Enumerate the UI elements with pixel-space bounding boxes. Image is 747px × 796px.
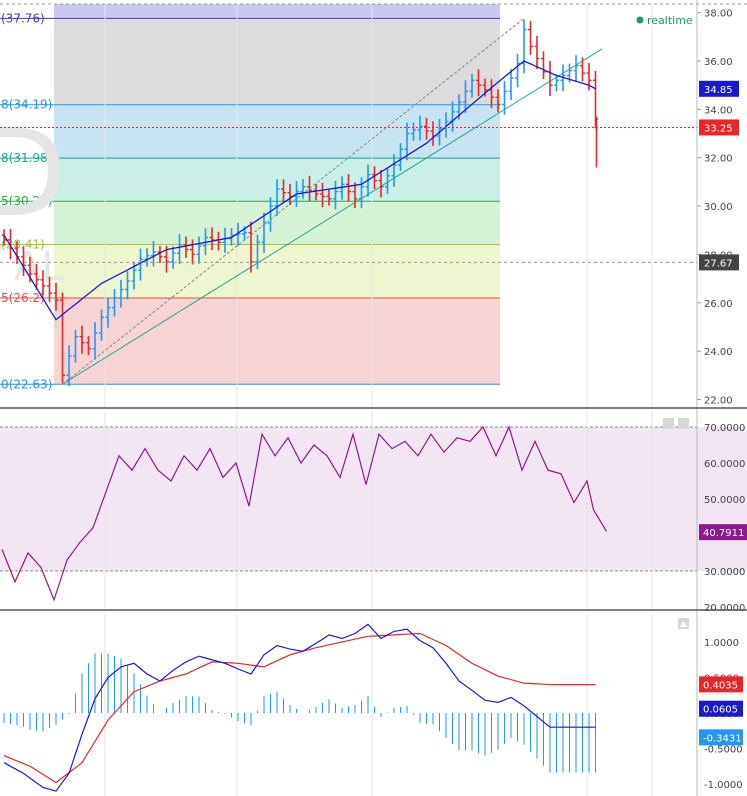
fib-top-band xyxy=(54,4,500,19)
macd-badge-value: 0.4035 xyxy=(703,680,738,691)
fib-level-label: 5(30.20) xyxy=(1,194,52,208)
fib-level-label: 0(22.63) xyxy=(1,377,52,391)
macd-line xyxy=(3,623,596,792)
price-axis-label: 26.00 xyxy=(704,299,733,310)
fib-zone xyxy=(54,244,500,298)
watermark-text: AL xyxy=(14,244,64,290)
price-axis-label: 32.00 xyxy=(704,154,733,165)
price-badge-value: 27.67 xyxy=(704,258,733,269)
rsi-axis-label: 60.0000 xyxy=(704,459,745,470)
fib-zone xyxy=(54,104,500,159)
fib-level-label: 5(26.2) xyxy=(1,291,45,305)
rsi-axis-label: 50.0000 xyxy=(704,495,745,506)
realtime-dot-icon xyxy=(636,16,644,24)
macd-badge xyxy=(699,729,743,746)
fib-level-label: 8(34.19) xyxy=(1,98,52,112)
macd-badge-value: 0.0605 xyxy=(703,705,738,716)
watermark-text: D xyxy=(0,105,67,244)
macd-collapse-arrow-icon xyxy=(680,621,687,627)
price-axis-label: 34.00 xyxy=(704,105,733,116)
price-badge-value: 34.85 xyxy=(704,85,733,96)
macd-axis-label: -1.0000 xyxy=(704,780,743,791)
rsi-axis-label: 30.0000 xyxy=(704,567,745,578)
price-axis-label: 38.00 xyxy=(704,9,733,20)
rsi-band xyxy=(0,427,747,571)
rsi-panel xyxy=(0,410,747,610)
macd-background xyxy=(0,612,747,796)
fib-level-label: 8(31.98) xyxy=(1,151,52,165)
macd-axis-label: 1.0000 xyxy=(704,638,739,649)
macd-badge-value: -0.3431 xyxy=(703,733,742,744)
macd-badge xyxy=(699,700,743,717)
fib-zone xyxy=(54,297,500,385)
price-panel: (37.76)8(34.19)8(31.98)5(30.20)(28.41)5(… xyxy=(0,3,747,796)
realtime-indicator[interactable]: realtime xyxy=(636,14,693,27)
price-badge xyxy=(699,119,739,136)
rsi-axis-label: 20.0000 xyxy=(704,603,745,614)
fib-zone xyxy=(54,18,500,105)
rsi-badge xyxy=(699,524,747,541)
macd-badge xyxy=(699,676,743,693)
macd-signal-line xyxy=(3,632,596,784)
price-badge xyxy=(699,80,739,97)
macd-panel-controls[interactable] xyxy=(678,618,689,629)
rsi-axis-label: 70.0000 xyxy=(704,423,745,434)
rsi-collapse-icon[interactable] xyxy=(663,418,674,429)
price-axis-label: 30.00 xyxy=(704,202,733,213)
fib-diagonal-dashed xyxy=(62,18,525,385)
rsi-close-icon[interactable] xyxy=(678,418,689,429)
price-badge-value: 33.25 xyxy=(704,123,733,134)
macd-axis-label: -0.5000 xyxy=(704,745,743,756)
price-badge xyxy=(699,254,739,271)
fib-level-label: (37.76) xyxy=(1,11,45,25)
realtime-label: realtime xyxy=(647,14,693,27)
rsi-badge-value: 40.7911 xyxy=(703,528,744,539)
price-axis-label: 22.00 xyxy=(704,396,733,407)
rsi-line xyxy=(1,425,608,602)
moving-average-line xyxy=(3,60,596,321)
price-axis-label: 36.00 xyxy=(704,57,733,68)
price-axis-label: 24.00 xyxy=(704,347,733,358)
rsi-panel-controls[interactable] xyxy=(663,418,689,429)
trend-line xyxy=(62,48,603,385)
macd-panel xyxy=(0,612,747,796)
